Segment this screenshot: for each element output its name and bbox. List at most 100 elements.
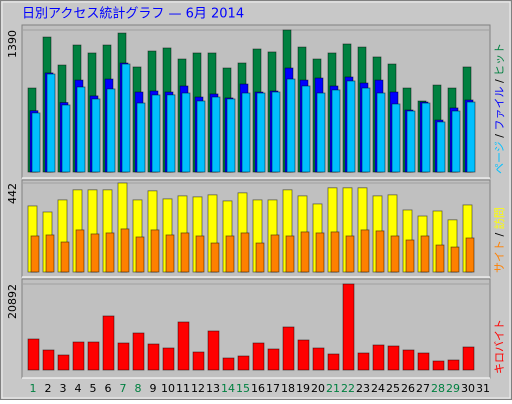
bar (225, 235, 235, 273)
bar (162, 347, 175, 371)
x-tick-label: 24 (371, 382, 385, 395)
bar (255, 242, 265, 273)
bar (211, 96, 221, 173)
legend-entry: ページ (493, 141, 506, 174)
x-tick-label: 21 (326, 382, 340, 395)
bar (252, 342, 265, 371)
bar (132, 332, 145, 371)
x-tick-label: 16 (251, 382, 265, 395)
bar (121, 63, 131, 173)
bar (297, 339, 310, 371)
bar (420, 235, 430, 273)
bar (120, 228, 130, 273)
x-tick-label: 7 (120, 382, 127, 395)
bar (241, 92, 251, 173)
legend: ページ / ファイル / ヒット (493, 43, 506, 174)
bar (256, 92, 266, 173)
bar (451, 110, 461, 173)
bar (390, 235, 400, 273)
legend-entry: ヒット (493, 43, 506, 76)
x-tick-label: 26 (401, 382, 415, 395)
bar (196, 100, 206, 173)
bar (76, 86, 86, 173)
bar (151, 94, 161, 173)
x-tick-label: 12 (191, 382, 205, 395)
bar (447, 359, 460, 371)
bar (192, 351, 205, 371)
bar (42, 349, 55, 371)
bar (421, 102, 431, 173)
bar (432, 360, 445, 371)
bar (282, 326, 295, 371)
bar (316, 92, 326, 173)
bar (405, 239, 415, 273)
bar (376, 92, 386, 173)
bar (166, 94, 176, 173)
bar (135, 236, 145, 273)
x-tick-label: 13 (206, 382, 220, 395)
bar (91, 98, 101, 173)
legend-entry: キロバイト (493, 319, 506, 374)
bar (30, 235, 40, 273)
legend-separator: / (493, 76, 506, 87)
bar (102, 315, 115, 371)
bar (462, 346, 475, 371)
bar (136, 102, 146, 173)
x-tick-label: 20 (311, 382, 325, 395)
bar (285, 235, 295, 273)
bar (207, 330, 220, 371)
bar (375, 230, 385, 273)
x-tick-label: 4 (75, 382, 82, 395)
x-tick-label: 9 (150, 382, 157, 395)
bar (417, 352, 430, 371)
bar (147, 343, 160, 371)
x-tick-label: 5 (90, 382, 97, 395)
bar (346, 80, 356, 173)
legend-separator: / (493, 229, 506, 240)
bar (312, 347, 325, 371)
bar (106, 88, 116, 173)
legend-entry: ファイル (493, 87, 506, 131)
bar (181, 92, 191, 173)
x-tick-label: 18 (281, 382, 295, 395)
bar (237, 355, 250, 371)
x-tick-label: 25 (386, 382, 400, 395)
bar (435, 244, 445, 273)
x-tick-label: 30 (461, 382, 475, 395)
x-tick-label: 31 (476, 382, 490, 395)
legend: キロバイト (493, 319, 506, 374)
x-tick-label: 6 (105, 382, 112, 395)
legend-entry: サイト (493, 240, 506, 273)
legend-entry: 訪問 (492, 207, 506, 229)
bar (226, 98, 236, 173)
bar (31, 112, 41, 173)
bar (27, 338, 40, 371)
bar (75, 229, 85, 273)
x-tick-label: 11 (176, 382, 190, 395)
x-tick-label: 3 (60, 382, 67, 395)
bar (222, 357, 235, 371)
bar (46, 73, 56, 173)
y-tick-label: 20892 (6, 284, 19, 319)
bar (165, 234, 175, 273)
bar (361, 87, 371, 173)
x-tick-label: 14 (221, 382, 235, 395)
bar (90, 233, 100, 273)
bar (240, 232, 250, 273)
bar (372, 344, 385, 371)
bar (327, 353, 340, 371)
bar (61, 104, 71, 173)
bar (402, 349, 415, 371)
x-tick-label: 8 (135, 382, 142, 395)
y-tick-label: 1390 (6, 30, 19, 58)
legend-separator: / (493, 131, 506, 142)
x-tick-label: 29 (446, 382, 460, 395)
bar (450, 246, 460, 273)
x-tick-label: 1 (30, 382, 37, 395)
bar (300, 231, 310, 273)
bar (286, 78, 296, 173)
bar (267, 348, 280, 371)
bar (180, 232, 190, 273)
legend: サイト / 訪問 (492, 207, 506, 273)
